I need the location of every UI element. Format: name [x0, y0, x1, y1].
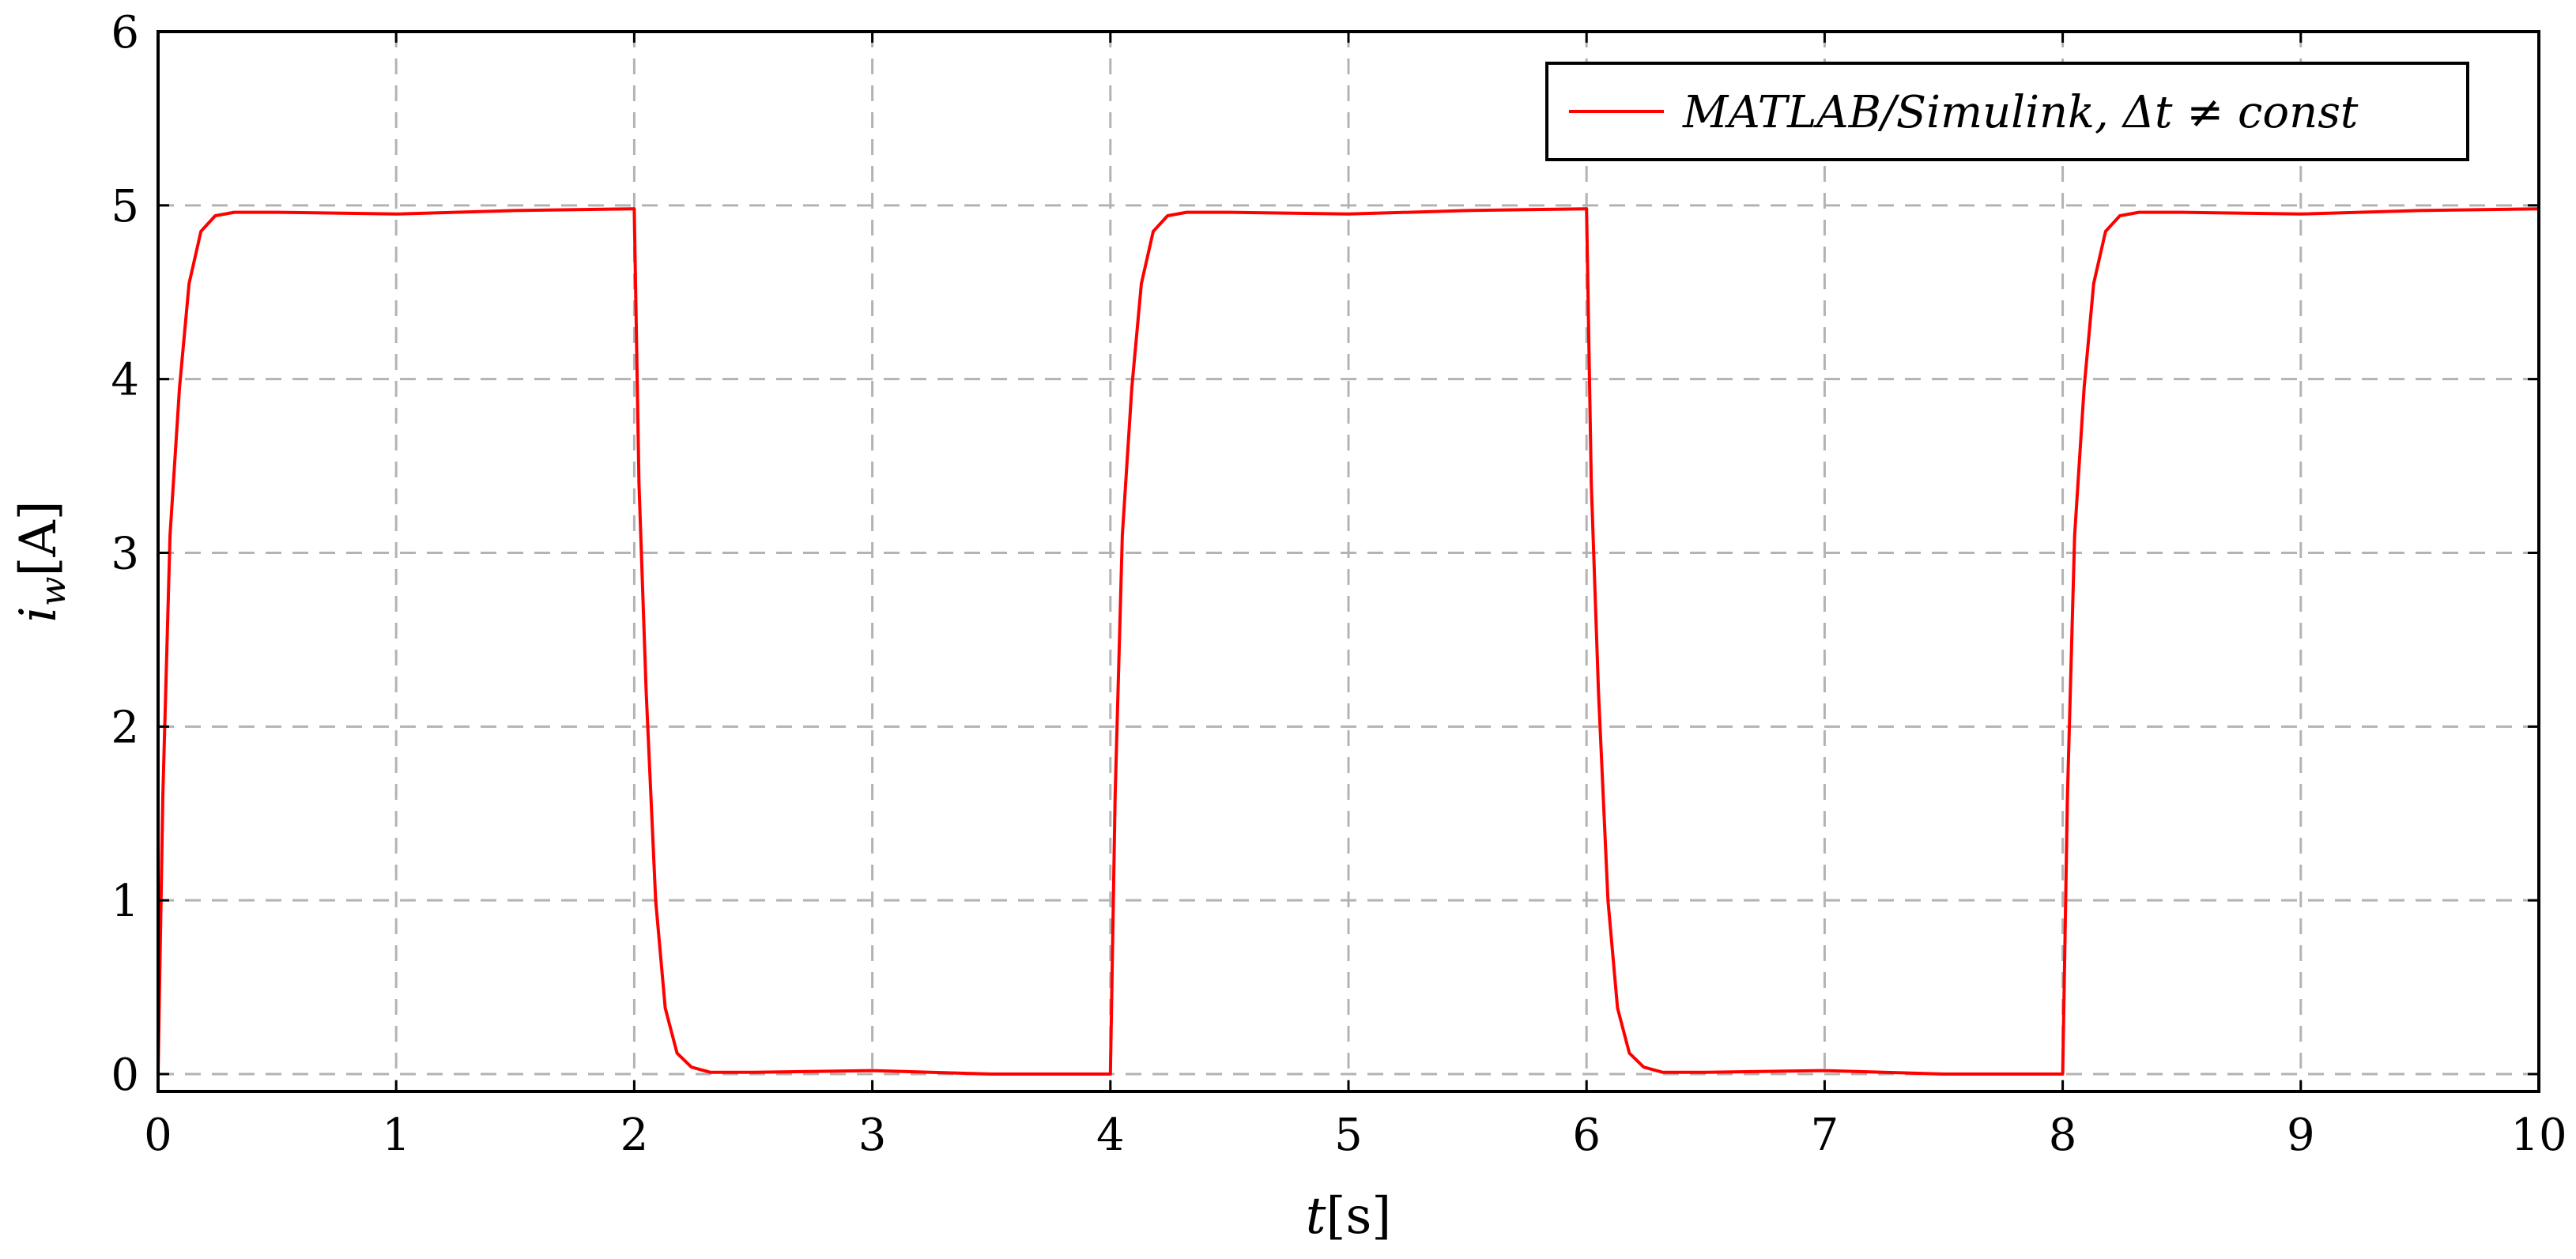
x-tick-label: 10 — [2510, 1110, 2567, 1161]
y-tick-label: 1 — [111, 876, 139, 927]
y-tick-label: 0 — [111, 1050, 139, 1101]
x-tick-labels: 0 1 2 3 4 5 6 7 8 9 10 — [144, 1110, 2567, 1161]
legend: MATLAB/Simulink, Δt ≠ const — [1545, 62, 2469, 161]
axis-ticks — [157, 30, 2540, 1091]
x-axis-label: t[s] — [1306, 1187, 1392, 1246]
series-line — [157, 207, 2540, 1076]
x-tick-label: 1 — [382, 1110, 410, 1161]
y-tick-labels: 0 1 2 3 4 5 6 — [111, 7, 139, 1101]
legend-box — [1545, 62, 2469, 161]
grid — [158, 32, 2539, 1091]
y-tick-label: 6 — [111, 7, 139, 58]
x-tick-label: 0 — [144, 1110, 172, 1161]
x-tick-label: 3 — [858, 1110, 887, 1161]
series-layer — [157, 207, 2540, 1076]
x-tick-label: 5 — [1334, 1110, 1363, 1161]
x-tick-label: 7 — [1811, 1110, 1839, 1161]
y-tick-label: 4 — [111, 355, 139, 406]
x-tick-label: 8 — [2049, 1110, 2077, 1161]
x-tick-label: 9 — [2287, 1110, 2315, 1161]
x-tick-label: 6 — [1572, 1110, 1601, 1161]
y-tick-label: 3 — [111, 529, 139, 580]
legend-label: MATLAB/Simulink, Δt ≠ const — [1682, 87, 2359, 138]
x-tick-label: 2 — [620, 1110, 649, 1161]
x-tick-label: 4 — [1096, 1110, 1125, 1161]
y-axis-label: iw[A] — [9, 500, 74, 622]
y-tick-label: 2 — [111, 702, 139, 753]
y-tick-label: 5 — [111, 181, 139, 232]
